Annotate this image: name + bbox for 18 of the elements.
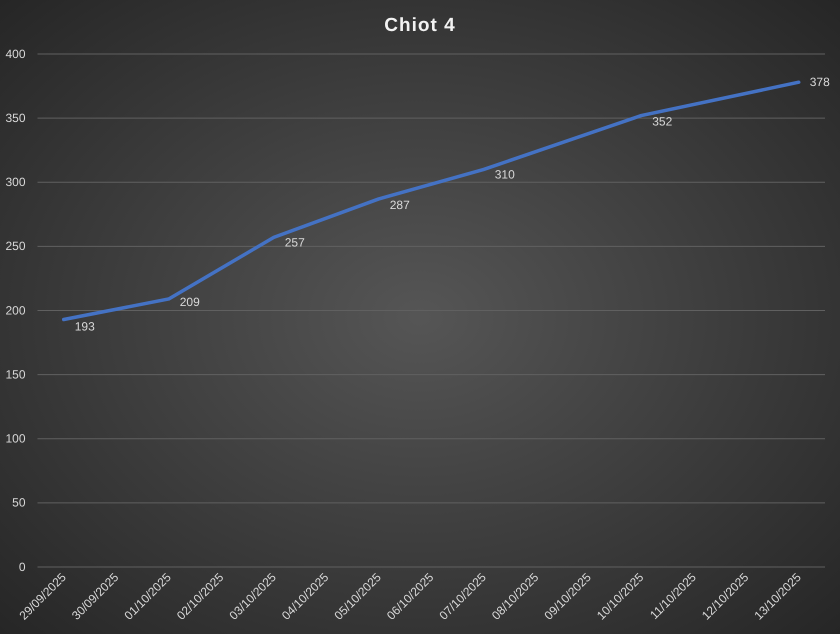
line-series (62, 80, 800, 322)
data-label: 378 (810, 75, 830, 90)
y-tick-label: 300 (5, 175, 26, 190)
data-label: 257 (284, 235, 306, 250)
data-label: 310 (494, 167, 516, 182)
y-tick-label: 150 (5, 367, 26, 382)
data-label: 193 (74, 319, 96, 334)
data-label: 352 (652, 114, 673, 129)
y-tick-label: 350 (5, 110, 26, 125)
y-tick-label: 0 (18, 560, 26, 574)
chart-title: Chiot 4 (384, 15, 456, 36)
y-tick-label: 200 (5, 303, 26, 318)
data-label: 209 (180, 294, 200, 309)
y-tick-label: 50 (12, 496, 26, 510)
data-label: 287 (390, 198, 410, 212)
y-tick-label: 250 (5, 239, 26, 254)
y-tick-label: 100 (5, 432, 26, 446)
y-tick-label: 400 (5, 46, 26, 61)
